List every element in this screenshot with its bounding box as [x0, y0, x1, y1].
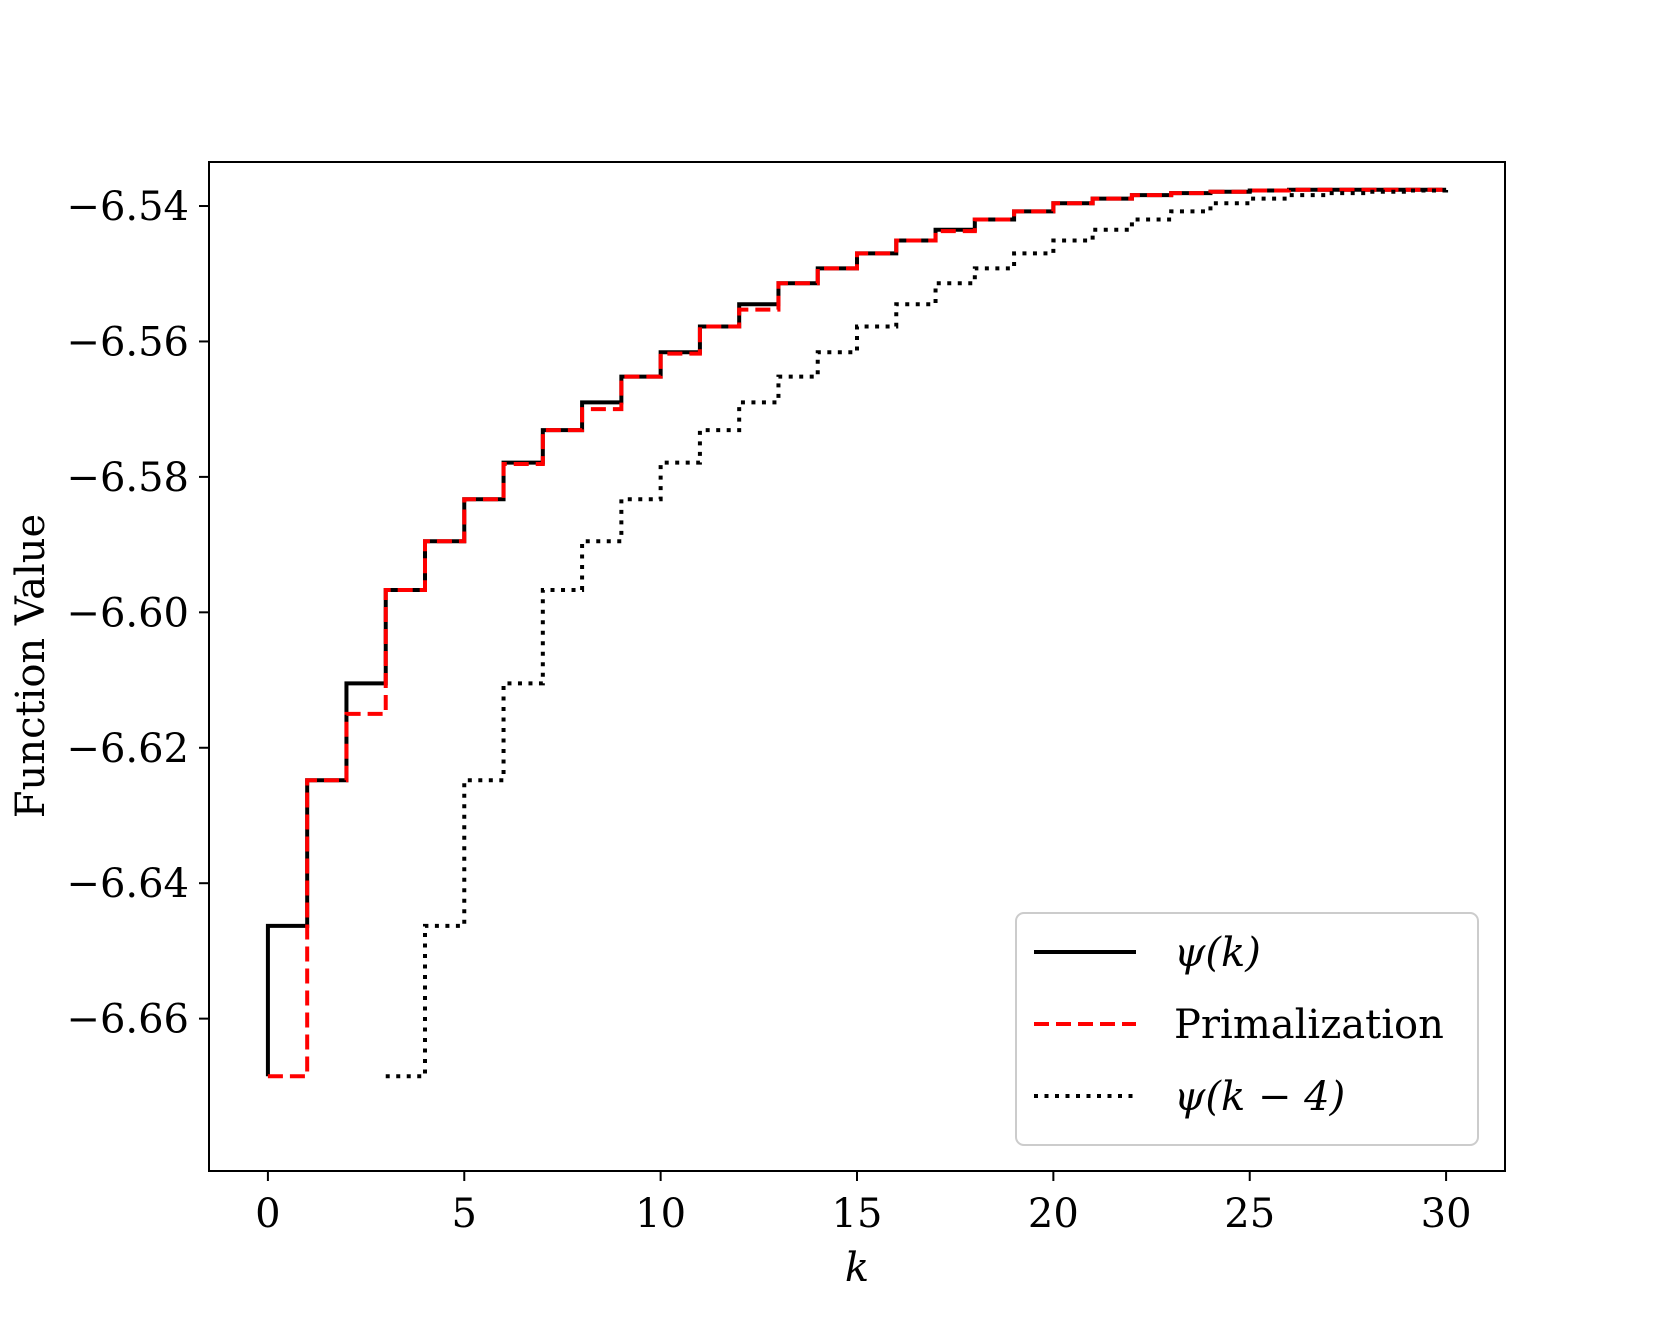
legend-frame [1015, 912, 1479, 1146]
legend-label-psi-k-minus-4: ψ(k − 4) [1174, 1074, 1345, 1120]
x-tick-label: 20 [1028, 1191, 1079, 1237]
legend-label-primalization: Primalization [1174, 1002, 1444, 1048]
x-tick-label: 25 [1224, 1191, 1275, 1237]
series-line-psi-k-minus-4 [385, 188, 1449, 1079]
y-tick-label: −6.60 [66, 590, 189, 636]
y-tick-label: −6.54 [66, 184, 189, 230]
legend-label-psi-k: ψ(k) [1174, 930, 1261, 976]
x-tick-label: 30 [1421, 1191, 1472, 1237]
x-axis-label: k [845, 1245, 869, 1291]
y-axis-label: Function Value [8, 514, 54, 818]
y-tick-label: −6.58 [66, 455, 189, 501]
x-tick-label: 15 [832, 1191, 883, 1237]
y-tick-label: −6.64 [66, 861, 189, 907]
y-tick-label: −6.56 [66, 319, 189, 365]
y-tick-label: −6.66 [66, 997, 189, 1043]
y-tick-label: −6.62 [66, 726, 189, 772]
x-tick-label: 10 [635, 1191, 686, 1237]
series-line-primalization [267, 187, 1447, 1079]
legend: ψ(k) Primalization ψ(k − 4) [1015, 912, 1479, 1146]
x-tick-label: 0 [255, 1191, 280, 1237]
y-ticks: −6.54 −6.56 −6.58 −6.60 −6.62 −6.64 −6.66 [66, 184, 209, 1043]
series-layer [265, 187, 1449, 1079]
x-tick-label: 5 [452, 1191, 477, 1237]
x-ticks: 0 5 10 15 20 25 30 [255, 1171, 1472, 1237]
